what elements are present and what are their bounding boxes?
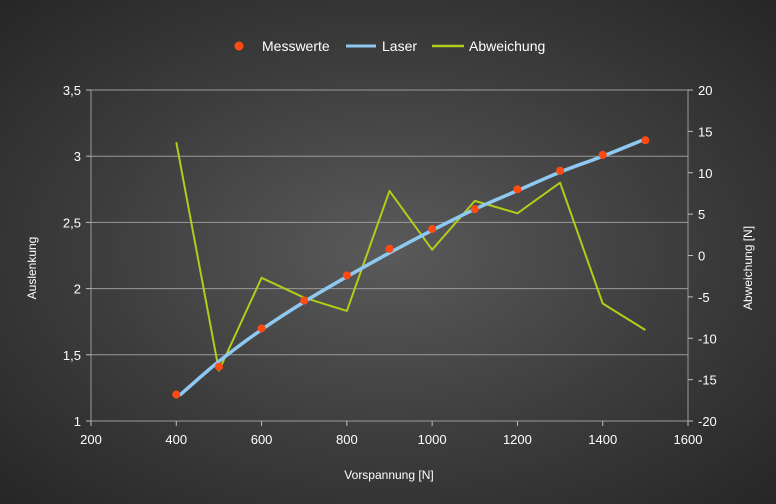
y-tick-label: 3,5	[63, 83, 81, 98]
data-point-messwerte	[598, 150, 607, 159]
y2-tick-label: -15	[698, 373, 717, 388]
series-line-abweichung	[175, 141, 646, 372]
data-point-messwerte	[257, 324, 266, 333]
y-tick-label: 3	[74, 149, 81, 164]
legend: Messwerte Laser Abweichung	[234, 38, 545, 54]
y2-tick-label: -20	[698, 414, 717, 429]
plot-frame	[90, 89, 689, 422]
x-tick-label: 1400	[588, 432, 617, 447]
legend-label-messwerte: Messwerte	[262, 38, 330, 54]
data-point-messwerte	[470, 205, 479, 214]
y2-tick-label: 10	[698, 166, 712, 181]
legend-label-abweichung: Abweichung	[469, 38, 545, 54]
data-point-messwerte	[641, 136, 650, 145]
x-tick-label: 1200	[503, 432, 532, 447]
legend-label-laser: Laser	[382, 38, 417, 54]
x-axis-title: Vorspannung [N]	[344, 468, 433, 482]
data-point-messwerte	[513, 185, 522, 194]
y2-tick-label: -10	[698, 331, 717, 346]
x-tick-label: 800	[336, 432, 358, 447]
x-axis: 200 400 600 800 1000 1200 1400 1600	[80, 421, 702, 447]
data-point-messwerte	[556, 166, 565, 175]
y2-tick-label: 15	[698, 124, 712, 139]
y-axis-left: 1 1,5 2 2,5 3 3,5	[63, 83, 91, 429]
data-point-messwerte	[214, 362, 223, 371]
x-tick-label: 400	[165, 432, 187, 447]
x-tick-label: 1000	[418, 432, 447, 447]
series-layer	[172, 136, 650, 399]
y-tick-label: 2,5	[63, 215, 81, 230]
y2-tick-label: 0	[698, 249, 705, 264]
legend-marker-messwerte	[234, 41, 244, 51]
y-axis-title: Auslenkung	[25, 237, 39, 300]
data-point-messwerte	[172, 390, 181, 399]
y2-tick-label: 20	[698, 83, 712, 98]
data-point-messwerte	[385, 244, 394, 253]
axis-titles: Vorspannung [N] Auslenkung Abweichung [N…	[25, 226, 755, 482]
x-tick-label: 600	[251, 432, 273, 447]
x-tick-label: 1600	[674, 432, 703, 447]
grid-lines	[91, 89, 688, 422]
y-tick-label: 2	[74, 282, 81, 297]
y2-tick-label: -5	[698, 290, 710, 305]
data-point-messwerte	[342, 271, 351, 280]
data-point-messwerte	[428, 225, 437, 234]
y2-axis-title: Abweichung [N]	[741, 226, 755, 310]
plot-area	[90, 89, 689, 422]
y2-tick-label: 5	[698, 207, 705, 222]
x-tick-label: 200	[80, 432, 102, 447]
y-tick-label: 1	[74, 414, 81, 429]
series-line-laser	[178, 137, 648, 397]
y-axis-right: -20 -15 -10 -5 0 5 10 15 20	[688, 83, 717, 429]
y-tick-label: 1,5	[63, 348, 81, 363]
data-point-messwerte	[300, 296, 309, 305]
